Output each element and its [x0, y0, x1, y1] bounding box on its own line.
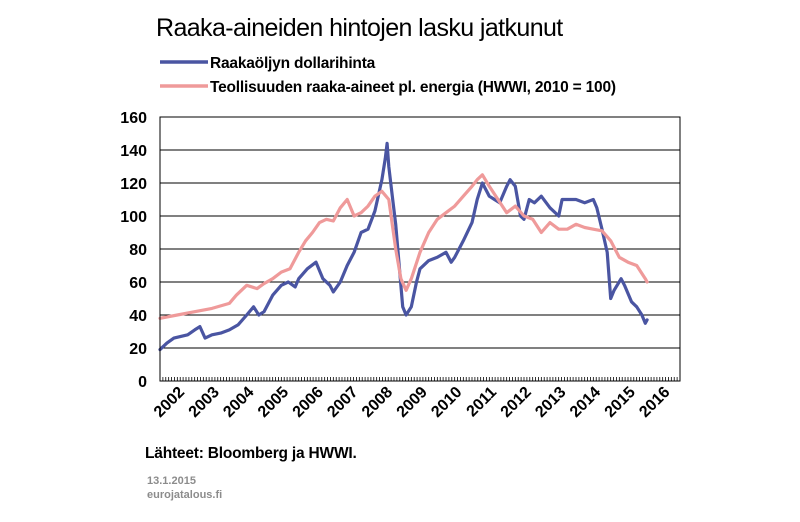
site-note: eurojatalous.fi: [147, 489, 222, 501]
x-tick-label-2009: 2009: [394, 384, 431, 421]
source-note: Lähteet: Bloomberg ja HWWI.: [145, 445, 357, 462]
y-tick-label-0: 0: [138, 374, 147, 391]
x-tick-label-2003: 2003: [186, 384, 223, 421]
x-tick-label-2004: 2004: [220, 384, 257, 421]
x-axis: 2002200320042005200620072008200920102011…: [151, 384, 674, 421]
legend-label-hwwi: Teollisuuden raaka-aineet pl. energia (H…: [210, 79, 616, 96]
chart-title: Raaka-aineiden hintojen lasku jatkunut: [156, 14, 563, 42]
y-tick-label-120: 120: [120, 176, 147, 193]
x-tick-label-2010: 2010: [428, 384, 465, 421]
y-tick-label-20: 20: [129, 341, 147, 358]
x-tick-label-2015: 2015: [602, 384, 639, 421]
date-note: 13.1.2015: [147, 475, 196, 487]
series-line-hwwi: [158, 173, 649, 320]
x-tick-label-2006: 2006: [290, 384, 327, 421]
x-tick-label-2007: 2007: [324, 384, 361, 421]
x-minor-ticks: [159, 377, 681, 381]
y-axis: 0 20 40 60 80 100 120 140 160: [120, 110, 147, 391]
x-tick-label-2011: 2011: [464, 384, 501, 421]
y-tick-label-100: 100: [120, 209, 147, 226]
y-tick-label-60: 60: [129, 275, 147, 292]
series-line-oil: [158, 141, 649, 352]
x-tick-label-2002: 2002: [151, 384, 188, 421]
x-tick-label-2012: 2012: [498, 384, 535, 421]
y-tick-label-40: 40: [129, 308, 147, 325]
legend: Raakaöljyn dollarihinta Teollisuuden raa…: [160, 55, 616, 96]
x-tick-label-2005: 2005: [255, 384, 292, 421]
y-tick-label-160: 160: [120, 110, 147, 127]
legend-label-oil: Raakaöljyn dollarihinta: [210, 55, 376, 72]
y-tick-label-80: 80: [129, 242, 147, 259]
y-tick-label-140: 140: [120, 143, 147, 160]
x-tick-label-2014: 2014: [567, 384, 604, 421]
series-layer: [158, 141, 649, 352]
x-tick-label-2008: 2008: [359, 384, 396, 421]
x-tick-label-2016: 2016: [636, 384, 673, 421]
x-tick-label-2013: 2013: [532, 384, 569, 421]
